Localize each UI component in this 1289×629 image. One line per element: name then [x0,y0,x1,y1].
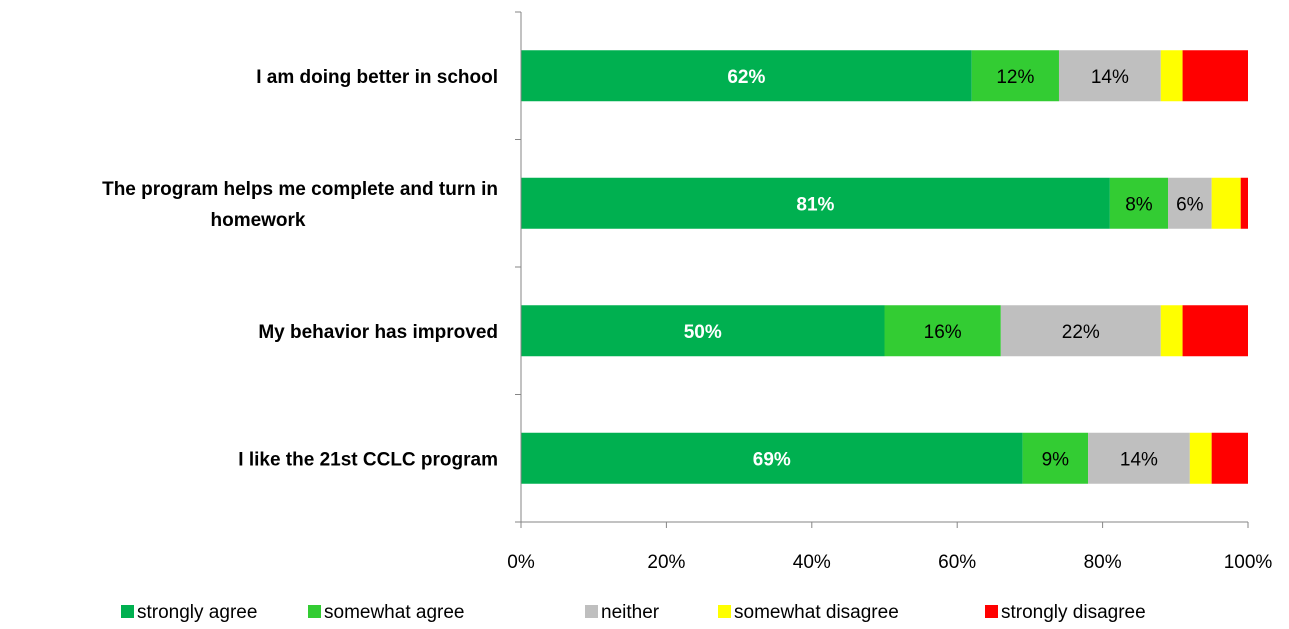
legend-swatch [585,605,598,618]
category-label: I like the 21st CCLC program [238,449,498,470]
data-label: 62% [727,67,765,88]
bar-segment [1000,305,1161,357]
legend-swatch [308,605,321,618]
bar-segment [1211,177,1241,229]
data-label: 81% [796,194,834,215]
bar-segment [1160,305,1183,357]
legend-swatch [718,605,731,618]
bar-segment [971,50,1059,102]
data-label: 12% [996,67,1034,88]
x-tick-label: 40% [793,552,831,573]
legend-label: strongly disagree [1001,602,1146,623]
data-label: 9% [1042,449,1070,470]
bar-segment [1088,432,1190,484]
bar-segment [521,432,1023,484]
bar-segment [1022,432,1089,484]
bar-segment [1168,177,1212,229]
legend: strongly agree somewhat agree neither somew… [121,602,1146,623]
data-label: 22% [1062,322,1100,343]
x-tick-label: 0% [507,552,535,573]
bar-segment [1160,50,1183,102]
bar-segment [1182,50,1248,102]
category-label: The program helps me complete and turn i… [102,179,498,200]
x-tick-label: 60% [938,552,976,573]
bar-segment [521,50,972,102]
bar-segment [1211,432,1248,484]
category-label: homework [210,210,305,231]
plot-area: 62% 12% 14% I am doing better in school 81% 8… [102,11,1273,573]
x-tick-label: 100% [1224,552,1273,573]
data-label: 6% [1176,194,1204,215]
bar-segment [1240,177,1248,229]
legend-label: somewhat disagree [734,602,899,623]
bar-segment [1182,305,1248,357]
category-label: I am doing better in school [256,67,498,88]
data-label: 16% [924,322,962,343]
bar-segment [1189,432,1212,484]
legend-label: somewhat agree [324,602,464,623]
legend-label: neither [601,602,660,623]
bar-segment [1058,50,1161,102]
x-tick-label: 80% [1084,552,1122,573]
data-label: 14% [1091,67,1129,88]
bar-segment [521,177,1110,229]
x-tick-label: 20% [647,552,685,573]
data-label: 69% [753,449,791,470]
bar-segment [1109,177,1169,229]
legend-swatch [985,605,998,618]
category-label: My behavior has improved [258,322,498,343]
legend-swatch [121,605,134,618]
data-label: 14% [1120,449,1158,470]
data-label: 8% [1125,194,1153,215]
data-label: 50% [684,322,722,343]
legend-label: strongly agree [137,602,257,623]
bar-segment [521,305,885,357]
bar-segment [884,305,1001,357]
